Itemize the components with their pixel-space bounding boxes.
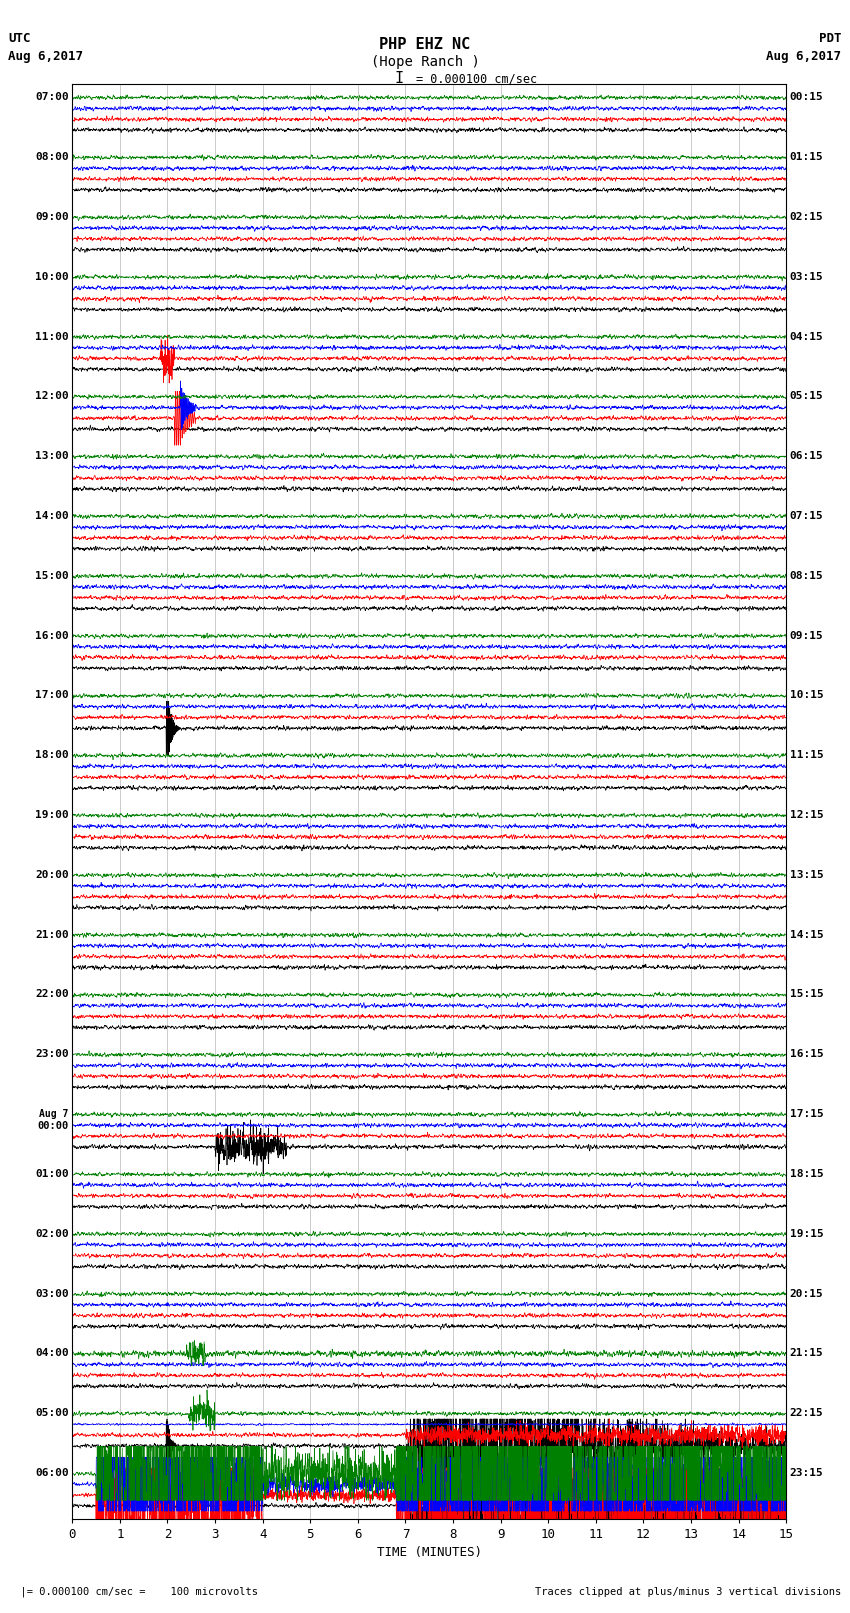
Text: UTC: UTC [8, 32, 31, 45]
Text: 14:00: 14:00 [35, 511, 69, 521]
Text: 14:15: 14:15 [790, 929, 824, 940]
Text: 22:00: 22:00 [35, 989, 69, 1000]
Text: 08:15: 08:15 [790, 571, 824, 581]
Text: 08:00: 08:00 [35, 152, 69, 161]
Text: 10:00: 10:00 [35, 271, 69, 282]
Text: 21:00: 21:00 [35, 929, 69, 940]
Text: 11:00: 11:00 [35, 332, 69, 342]
Text: 07:00: 07:00 [35, 92, 69, 102]
Text: 00:00: 00:00 [37, 1121, 69, 1131]
Text: 13:00: 13:00 [35, 452, 69, 461]
Text: 10:15: 10:15 [790, 690, 824, 700]
Text: 19:00: 19:00 [35, 810, 69, 819]
Text: 04:15: 04:15 [790, 332, 824, 342]
Text: 19:15: 19:15 [790, 1229, 824, 1239]
Text: Aug 6,2017: Aug 6,2017 [8, 50, 83, 63]
Text: 09:00: 09:00 [35, 211, 69, 223]
Text: 03:15: 03:15 [790, 271, 824, 282]
Text: 02:15: 02:15 [790, 211, 824, 223]
Text: 02:00: 02:00 [35, 1229, 69, 1239]
Text: = 0.000100 cm/sec: = 0.000100 cm/sec [416, 73, 537, 85]
Text: 00:15: 00:15 [790, 92, 824, 102]
Text: |= 0.000100 cm/sec =    100 microvolts: |= 0.000100 cm/sec = 100 microvolts [8, 1586, 258, 1597]
Text: 23:00: 23:00 [35, 1050, 69, 1060]
Text: 11:15: 11:15 [790, 750, 824, 760]
Text: 04:00: 04:00 [35, 1348, 69, 1358]
Text: 16:00: 16:00 [35, 631, 69, 640]
Text: 15:15: 15:15 [790, 989, 824, 1000]
Text: 01:15: 01:15 [790, 152, 824, 161]
Text: 13:15: 13:15 [790, 869, 824, 879]
Text: 06:15: 06:15 [790, 452, 824, 461]
Text: 20:00: 20:00 [35, 869, 69, 879]
Text: 17:00: 17:00 [35, 690, 69, 700]
Text: 05:00: 05:00 [35, 1408, 69, 1418]
Text: 21:15: 21:15 [790, 1348, 824, 1358]
Text: 17:15: 17:15 [790, 1110, 824, 1119]
Text: 01:00: 01:00 [35, 1169, 69, 1179]
Text: 09:15: 09:15 [790, 631, 824, 640]
Text: 18:15: 18:15 [790, 1169, 824, 1179]
Text: 07:15: 07:15 [790, 511, 824, 521]
X-axis label: TIME (MINUTES): TIME (MINUTES) [377, 1545, 482, 1558]
Text: 23:15: 23:15 [790, 1468, 824, 1478]
Text: 22:15: 22:15 [790, 1408, 824, 1418]
Text: 12:00: 12:00 [35, 392, 69, 402]
Text: I: I [395, 71, 404, 85]
Text: 18:00: 18:00 [35, 750, 69, 760]
Text: Aug 7: Aug 7 [39, 1110, 69, 1119]
Text: 05:15: 05:15 [790, 392, 824, 402]
Text: 15:00: 15:00 [35, 571, 69, 581]
Text: 12:15: 12:15 [790, 810, 824, 819]
Text: PHP EHZ NC: PHP EHZ NC [379, 37, 471, 52]
Text: 20:15: 20:15 [790, 1289, 824, 1298]
Text: PDT: PDT [819, 32, 842, 45]
Text: Traces clipped at plus/minus 3 vertical divisions: Traces clipped at plus/minus 3 vertical … [536, 1587, 842, 1597]
Text: (Hope Ranch ): (Hope Ranch ) [371, 55, 479, 69]
Text: Aug 6,2017: Aug 6,2017 [767, 50, 842, 63]
Text: 16:15: 16:15 [790, 1050, 824, 1060]
Text: 06:00: 06:00 [35, 1468, 69, 1478]
Text: 03:00: 03:00 [35, 1289, 69, 1298]
